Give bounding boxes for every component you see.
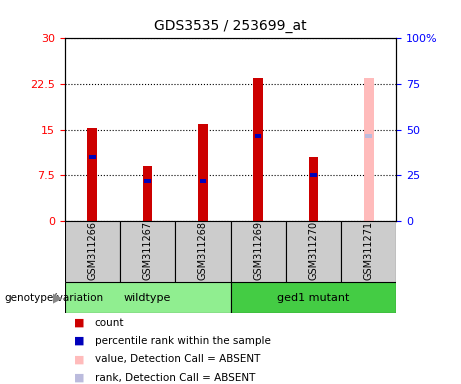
Bar bbox=[144, 179, 151, 184]
Text: ged1 mutant: ged1 mutant bbox=[278, 293, 349, 303]
Text: count: count bbox=[95, 318, 124, 328]
Bar bbox=[310, 173, 317, 177]
Text: percentile rank within the sample: percentile rank within the sample bbox=[95, 336, 271, 346]
Bar bbox=[308, 157, 319, 221]
Bar bbox=[200, 179, 206, 184]
Text: value, Detection Call = ABSENT: value, Detection Call = ABSENT bbox=[95, 354, 260, 364]
Text: wildtype: wildtype bbox=[124, 293, 171, 303]
Bar bbox=[87, 128, 97, 221]
Text: ■: ■ bbox=[74, 336, 84, 346]
Bar bbox=[366, 134, 372, 138]
Bar bbox=[286, 221, 341, 282]
Bar bbox=[65, 282, 230, 313]
Bar bbox=[341, 221, 396, 282]
Text: ■: ■ bbox=[74, 373, 84, 383]
Text: ▶: ▶ bbox=[53, 291, 62, 304]
Bar bbox=[364, 78, 374, 221]
Bar bbox=[89, 155, 95, 159]
Text: GSM311270: GSM311270 bbox=[308, 221, 319, 280]
Bar bbox=[253, 78, 263, 221]
Text: ■: ■ bbox=[74, 318, 84, 328]
Bar bbox=[255, 134, 261, 138]
Text: GSM311267: GSM311267 bbox=[142, 221, 153, 280]
Text: GDS3535 / 253699_at: GDS3535 / 253699_at bbox=[154, 19, 307, 33]
Text: genotype/variation: genotype/variation bbox=[5, 293, 104, 303]
Text: GSM311269: GSM311269 bbox=[253, 221, 263, 280]
Bar bbox=[230, 221, 286, 282]
Text: rank, Detection Call = ABSENT: rank, Detection Call = ABSENT bbox=[95, 373, 255, 383]
Bar bbox=[142, 166, 153, 221]
Text: GSM311266: GSM311266 bbox=[87, 221, 97, 280]
Text: GSM311271: GSM311271 bbox=[364, 221, 374, 280]
Bar bbox=[230, 282, 396, 313]
Text: GSM311268: GSM311268 bbox=[198, 221, 208, 280]
Bar bbox=[198, 124, 208, 221]
Bar bbox=[65, 221, 120, 282]
Bar bbox=[120, 221, 175, 282]
Bar bbox=[175, 221, 230, 282]
Text: ■: ■ bbox=[74, 354, 84, 364]
